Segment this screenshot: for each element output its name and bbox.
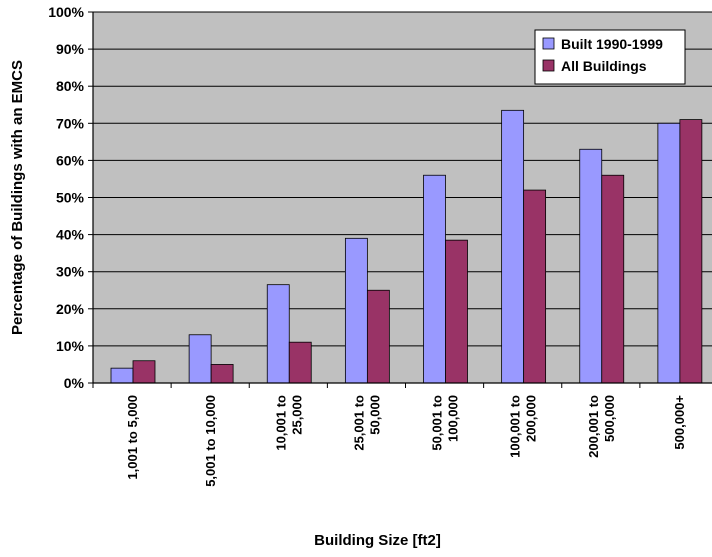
bar-built-1990-1999 (344, 237, 368, 384)
legend-swatch (542, 59, 555, 72)
x-tick-label-line: 50,001 to (430, 395, 445, 451)
axes (92, 12, 712, 388)
y-tick-label: 60% (56, 152, 85, 168)
bar-built-1990-1999 (657, 122, 681, 384)
x-tick-label: 500,000+ (672, 395, 687, 450)
y-tick-label: 10% (56, 338, 85, 354)
y-tick-label: 40% (56, 227, 85, 243)
bar-built-1990-1999 (501, 109, 525, 384)
bar-all-buildings (445, 239, 468, 384)
x-tick-label-line: 200,001 to (586, 395, 601, 458)
x-tick-label-line: 500,000+ (672, 395, 687, 450)
bar-all-buildings (523, 189, 547, 384)
bar-all-buildings (366, 289, 390, 384)
x-tick-label-line: 25,000 (289, 395, 304, 435)
bar-built-1990-1999 (266, 284, 290, 384)
x-tick-label: 50,001 to 100,000 (430, 395, 461, 451)
x-tick-label-line: 10,001 to (273, 395, 288, 451)
bar-all-buildings (679, 119, 703, 384)
bar-all-buildings (601, 174, 625, 384)
x-tick-label-line: 1,001 to 5,000 (125, 395, 140, 480)
bar-built-1990-1999 (188, 334, 212, 384)
x-tick-label: 5,001 to 10,000 (203, 395, 218, 487)
x-tick-label-line: 50,000 (367, 395, 382, 435)
y-tick-label: 80% (56, 78, 85, 94)
y-axis-title: Percentage of Buildings with an EMCS (9, 60, 26, 335)
y-tick-label: 70% (56, 115, 85, 131)
x-tick-label-line: 100,001 to (508, 395, 523, 458)
x-tick-label: 1,001 to 5,000 (125, 395, 140, 480)
x-tick-label-line: 5,001 to 10,000 (203, 395, 218, 487)
y-tick-label: 0% (64, 375, 85, 391)
legend: Built 1990-1999 All Buildings (534, 29, 686, 85)
x-tick-label: 25,001 to 50,000 (351, 395, 382, 451)
x-tick-label-line: 500,000 (602, 395, 617, 442)
x-tick-label-line: 25,001 to (351, 395, 366, 451)
x-tick-label-line: 200,000 (524, 395, 539, 442)
y-tick-label: 50% (56, 190, 85, 206)
bar-built-1990-1999 (423, 174, 446, 384)
bar-all-buildings (210, 364, 234, 384)
y-tick-label: 100% (48, 4, 84, 20)
legend-label: All Buildings (561, 58, 647, 74)
legend-swatch (542, 37, 555, 50)
x-tick-labels: 1,001 to 5,000 5,001 to 10,000 10,001 to 25… (125, 395, 687, 487)
x-tick-label-line: 100,000 (446, 395, 461, 442)
y-tick-labels: 0% 10% 20% 30% 40% 50% 60% 70% 80% 90% 100% (48, 4, 84, 391)
bar-built-1990-1999 (110, 367, 134, 384)
x-tick-label: 200,001 to 500,000 (586, 395, 617, 458)
y-tick-label: 90% (56, 41, 85, 57)
bar-built-1990-1999 (579, 148, 603, 384)
bar-all-buildings (288, 341, 312, 384)
y-tick-label: 30% (56, 264, 85, 280)
legend-label: Built 1990-1999 (561, 36, 663, 52)
x-tick-label: 100,001 to 200,000 (508, 395, 539, 458)
bars (110, 109, 703, 384)
bar-all-buildings (132, 360, 156, 384)
x-tick-label: 10,001 to 25,000 (273, 395, 304, 451)
legend-box (534, 29, 686, 85)
x-axis-title: Building Size [ft2] (314, 532, 441, 549)
y-tick-label: 20% (56, 301, 85, 317)
